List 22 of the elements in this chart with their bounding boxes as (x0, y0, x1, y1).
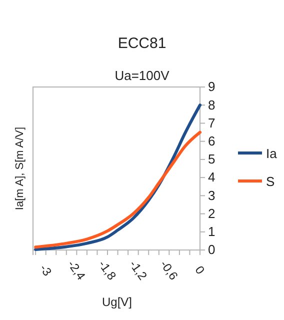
chart-title: ECC81 (118, 35, 166, 52)
chart-subtitle: Ua=100V (114, 68, 170, 83)
y-axis-title: Ia[m A], S[m A/V] (14, 126, 26, 210)
y-tick-label: 3 (208, 188, 216, 203)
y-tick-label: 8 (208, 97, 216, 112)
y-tick-label: 5 (208, 152, 216, 167)
y-tick-label: 1 (208, 224, 216, 240)
legend-label: S (266, 174, 275, 189)
y-tick-label: 4 (208, 170, 216, 185)
x-tick-label: -1,2 (126, 258, 150, 283)
line-series (34, 130, 202, 249)
y-tick-label: 2 (208, 206, 216, 221)
y-tick-label: 6 (208, 133, 216, 148)
x-tick-label: -2,4 (64, 258, 88, 283)
legend-label: Ia (266, 146, 278, 161)
x-tick-label: -0,6 (157, 258, 181, 283)
x-axis-title: Ug[V] (102, 295, 132, 309)
y-tick-label: 0 (208, 242, 216, 258)
y-tick-label: 9 (208, 79, 216, 94)
x-tick-label: -1,8 (96, 258, 120, 283)
x-tick-label: -3 (36, 262, 55, 279)
y-tick-label: 7 (208, 115, 216, 130)
